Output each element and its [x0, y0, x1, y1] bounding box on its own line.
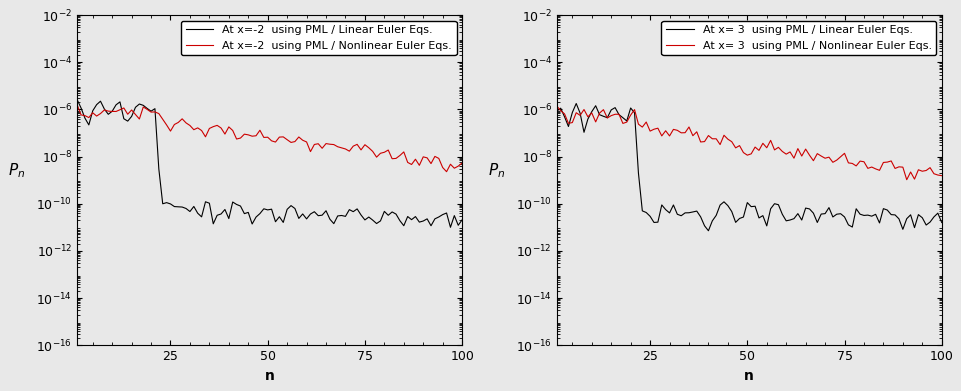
- At x= 3  using PML / Linear Euler Eqs.: [924, 220, 935, 224]
- At x=-2  using PML / Nonlinear Euler Eqs.: [269, 140, 281, 144]
- At x=-2  using PML / Nonlinear Euler Eqs.: [456, 161, 467, 165]
- Y-axis label: $P_n$: $P_n$: [487, 161, 505, 180]
- At x=-2  using PML / Linear Euler Eqs.: [425, 223, 436, 228]
- At x= 3  using PML / Linear Euler Eqs.: [551, 109, 562, 113]
- At x=-2  using PML / Nonlinear Euler Eqs.: [145, 110, 157, 115]
- At x= 3  using PML / Linear Euler Eqs.: [628, 111, 640, 115]
- At x= 3  using PML / Nonlinear Euler Eqs.: [551, 104, 562, 108]
- At x= 3  using PML / Nonlinear Euler Eqs.: [920, 168, 931, 173]
- Line: At x=-2  using PML / Nonlinear Euler Eqs.: At x=-2 using PML / Nonlinear Euler Eqs.: [77, 105, 461, 172]
- At x=-2  using PML / Linear Euler Eqs.: [160, 200, 172, 205]
- Line: At x= 3  using PML / Linear Euler Eqs.: At x= 3 using PML / Linear Euler Eqs.: [556, 104, 941, 231]
- At x=-2  using PML / Linear Euler Eqs.: [436, 212, 448, 217]
- At x= 3  using PML / Linear Euler Eqs.: [756, 213, 768, 218]
- At x=-2  using PML / Nonlinear Euler Eqs.: [440, 169, 452, 174]
- At x=-2  using PML / Nonlinear Euler Eqs.: [71, 102, 83, 107]
- At x= 3  using PML / Linear Euler Eqs.: [702, 228, 713, 233]
- At x= 3  using PML / Nonlinear Euler Eqs.: [779, 152, 791, 156]
- At x= 3  using PML / Nonlinear Euler Eqs.: [625, 113, 636, 117]
- At x= 3  using PML / Linear Euler Eqs.: [644, 214, 655, 219]
- At x=-2  using PML / Linear Euler Eqs.: [444, 225, 456, 230]
- At x=-2  using PML / Linear Euler Eqs.: [301, 217, 312, 221]
- X-axis label: n: n: [264, 369, 274, 383]
- At x=-2  using PML / Nonlinear Euler Eqs.: [436, 165, 448, 170]
- At x= 3  using PML / Nonlinear Euler Eqs.: [640, 120, 652, 124]
- At x= 3  using PML / Linear Euler Eqs.: [787, 216, 799, 221]
- Y-axis label: $P_n$: $P_n$: [9, 161, 26, 180]
- Line: At x=-2  using PML / Linear Euler Eqs.: At x=-2 using PML / Linear Euler Eqs.: [77, 100, 461, 227]
- At x=-2  using PML / Linear Euler Eqs.: [145, 109, 157, 113]
- At x=-2  using PML / Linear Euler Eqs.: [269, 219, 281, 224]
- At x= 3  using PML / Nonlinear Euler Eqs.: [908, 177, 920, 181]
- At x=-2  using PML / Linear Euler Eqs.: [456, 217, 467, 222]
- At x= 3  using PML / Linear Euler Eqs.: [912, 212, 924, 217]
- At x=-2  using PML / Nonlinear Euler Eqs.: [425, 161, 436, 166]
- At x=-2  using PML / Linear Euler Eqs.: [71, 97, 83, 102]
- X-axis label: n: n: [744, 369, 753, 383]
- At x= 3  using PML / Nonlinear Euler Eqs.: [900, 178, 912, 182]
- At x=-2  using PML / Nonlinear Euler Eqs.: [160, 123, 172, 127]
- At x= 3  using PML / Nonlinear Euler Eqs.: [749, 145, 760, 149]
- Legend: At x= 3  using PML / Linear Euler Eqs., At x= 3  using PML / Nonlinear Euler Eqs: At x= 3 using PML / Linear Euler Eqs., A…: [661, 21, 935, 55]
- Line: At x= 3  using PML / Nonlinear Euler Eqs.: At x= 3 using PML / Nonlinear Euler Eqs.: [556, 106, 941, 180]
- At x= 3  using PML / Linear Euler Eqs.: [570, 101, 581, 106]
- At x= 3  using PML / Linear Euler Eqs.: [935, 220, 947, 225]
- At x= 3  using PML / Nonlinear Euler Eqs.: [935, 173, 947, 178]
- At x=-2  using PML / Nonlinear Euler Eqs.: [301, 140, 312, 144]
- Legend: At x=-2  using PML / Linear Euler Eqs., At x=-2  using PML / Nonlinear Euler Eqs: At x=-2 using PML / Linear Euler Eqs., A…: [181, 21, 456, 55]
